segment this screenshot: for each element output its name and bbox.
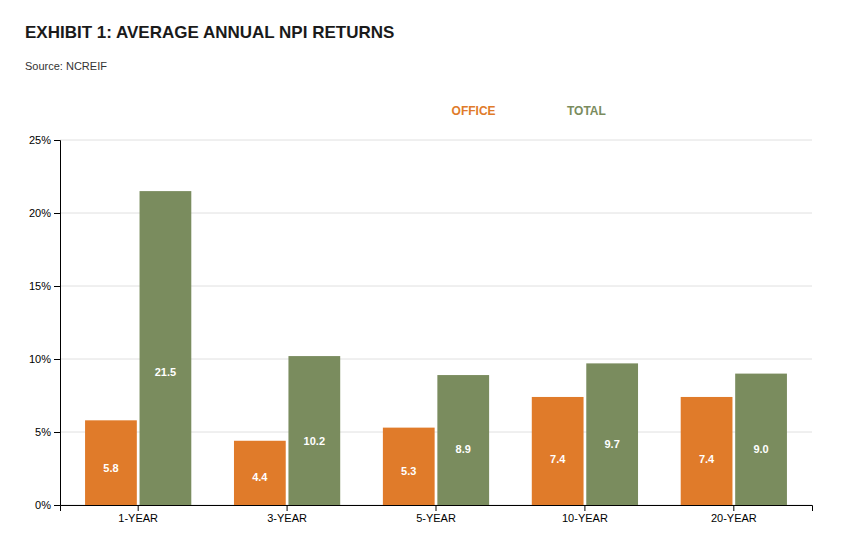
x-tick-label: 5-YEAR [416, 512, 456, 524]
y-tick: 5% [35, 426, 60, 438]
y-axis: 0% 5% 10% 15% 20% 25% [29, 134, 61, 511]
grid [60, 140, 812, 505]
grid-line [60, 140, 812, 141]
bar [586, 363, 638, 505]
y-tick-mark [54, 140, 60, 141]
data-label: 10.2 [304, 435, 325, 447]
x-tick-mark [436, 505, 437, 511]
bars [85, 191, 787, 505]
x-tick: 1-YEAR [118, 505, 158, 524]
y-tick-label: 20% [29, 207, 51, 219]
x-axis-line [61, 506, 813, 512]
legend: OFFICE TOTAL [452, 104, 606, 118]
y-tick: 0% [35, 499, 60, 511]
data-label: 5.3 [401, 465, 416, 477]
bar [383, 428, 435, 505]
x-tick-mark [733, 505, 734, 511]
data-label: 7.4 [550, 453, 566, 465]
bar [681, 397, 733, 505]
bar [288, 356, 340, 505]
x-tick-mark [584, 505, 585, 511]
bar [437, 375, 489, 505]
x-tick: 20-YEAR [711, 505, 757, 524]
data-label: 5.8 [103, 462, 118, 474]
y-tick: 20% [29, 207, 60, 219]
y-axis-line [54, 141, 61, 506]
chart: EXHIBIT 1: AVERAGE ANNUAL NPI RETURNS Sou… [0, 0, 842, 550]
data-label: 21.5 [155, 366, 176, 378]
y-tick-mark [54, 505, 60, 506]
bar [735, 374, 787, 505]
x-tick-mark [287, 505, 288, 511]
bar [140, 191, 192, 505]
x-tick-label: 20-YEAR [711, 512, 757, 524]
x-tick-mark [138, 505, 139, 511]
x-tick-label: 10-YEAR [562, 512, 608, 524]
legend-entry: TOTAL [567, 104, 606, 118]
y-tick-label: 15% [29, 280, 51, 292]
data-labels: 5.8 4.4 5.3 7.4 7.4 21.5 10.2 8.9 9.7 9.0 [103, 366, 768, 483]
y-tick-label: 0% [35, 499, 51, 511]
y-tick: 25% [29, 134, 60, 146]
bar [85, 420, 137, 505]
y-tick-mark [54, 286, 60, 287]
x-tick: 5-YEAR [416, 505, 456, 524]
data-label: 9.0 [753, 443, 768, 455]
y-tick-label: 10% [29, 353, 51, 365]
x-tick: 3-YEAR [267, 505, 307, 524]
y-tick-label: 5% [35, 426, 51, 438]
data-label: 8.9 [456, 443, 471, 455]
data-label: 9.7 [605, 438, 620, 450]
x-tick-label: 3-YEAR [267, 512, 307, 524]
bar [532, 397, 584, 505]
bar [234, 441, 286, 505]
y-tick-mark [54, 359, 60, 360]
subtitle: Source: NCREIF [25, 60, 107, 72]
plot: 0% 5% 10% 15% 20% 25% 1-YEAR 3-YEAR 5-YEAR 10-YEA… [29, 104, 813, 524]
y-tick-mark [54, 432, 60, 433]
y-tick-mark [54, 213, 60, 214]
y-tick: 10% [29, 353, 60, 365]
title: EXHIBIT 1: AVERAGE ANNUAL NPI RETURNS [25, 23, 394, 42]
data-label: 7.4 [699, 453, 715, 465]
legend-entry: OFFICE [452, 104, 496, 118]
y-tick: 15% [29, 280, 60, 292]
y-tick-label: 25% [29, 134, 51, 146]
data-label: 4.4 [252, 471, 268, 483]
x-tick-label: 1-YEAR [118, 512, 158, 524]
x-axis: 1-YEAR 3-YEAR 5-YEAR 10-YEAR 20-YEAR [61, 505, 813, 524]
x-tick: 10-YEAR [562, 505, 608, 524]
